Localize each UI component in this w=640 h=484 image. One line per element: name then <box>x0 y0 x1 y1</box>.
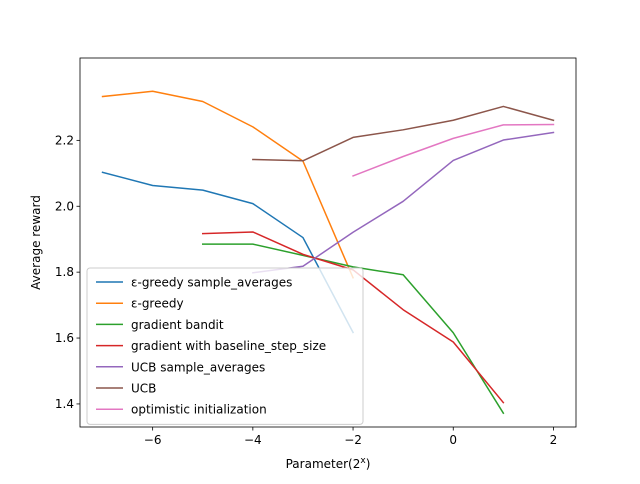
series-line-4 <box>252 131 555 274</box>
y-tick-label: 1.6 <box>55 331 74 345</box>
series-line-6 <box>352 123 555 177</box>
legend-label: gradient bandit <box>131 318 224 332</box>
x-tick-label: −6 <box>144 433 162 447</box>
legend-label: UCB sample_averages <box>131 360 265 374</box>
legend-label: optimistic initialization <box>131 403 267 417</box>
y-axis-label: Average reward <box>29 195 43 290</box>
series-layer <box>101 90 555 415</box>
x-axis-label-suffix: ) <box>366 457 371 471</box>
series-line-5 <box>252 105 555 162</box>
y-tick-label: 2.2 <box>55 133 74 147</box>
legend-label: ε-greedy sample_averages <box>131 276 292 290</box>
x-axis-label: Parameter(2x) <box>286 456 371 471</box>
series-line-2 <box>202 243 505 415</box>
x-axis-label-superscript: x <box>360 456 366 466</box>
legend-label: ε-greedy <box>131 297 184 311</box>
plot-frame <box>79 57 577 428</box>
y-tick-label: 1.8 <box>55 265 74 279</box>
x-axis: −6 −4 −2 0 2 <box>144 427 557 447</box>
series-line-0 <box>101 171 355 334</box>
legend: ε-greedy sample_averages ε-greedy gradient… <box>86 267 364 425</box>
legend-label: UCB <box>131 382 156 396</box>
series-line-1 <box>101 90 355 279</box>
x-tick-label: −2 <box>344 433 362 447</box>
x-axis-label-prefix: Parameter(2 <box>286 457 361 471</box>
legend-label: gradient with baseline_step_size <box>131 339 326 353</box>
x-tick-label: 0 <box>449 433 457 447</box>
legend-box <box>86 267 364 425</box>
y-tick-label: 2.0 <box>55 199 74 213</box>
y-axis: 1.4 1.6 1.8 2.0 2.2 <box>55 133 80 411</box>
x-tick-label: 2 <box>550 433 558 447</box>
y-tick-label: 1.4 <box>55 397 74 411</box>
x-tick-label: −4 <box>244 433 262 447</box>
